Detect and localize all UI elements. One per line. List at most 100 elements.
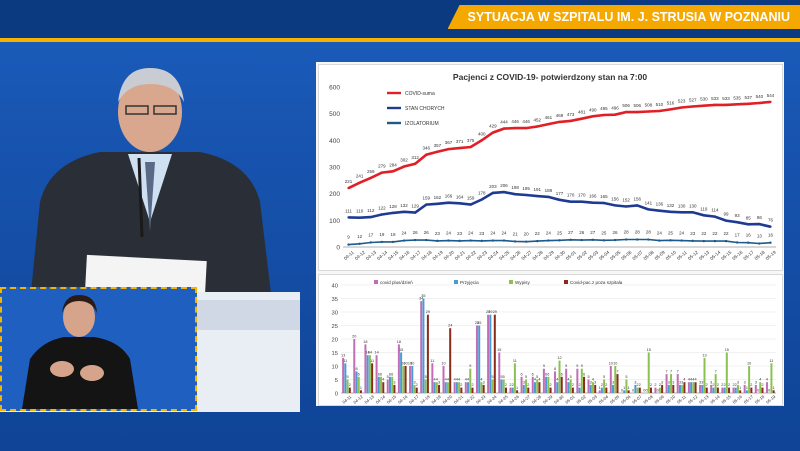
data-label: 3 xyxy=(679,380,681,384)
x-tick-label: 04-21 xyxy=(453,394,465,405)
x-tick-label: 04-24 xyxy=(487,249,500,261)
data-label: 20 xyxy=(524,232,530,237)
data-label: 129 xyxy=(411,204,419,209)
bar xyxy=(736,384,739,393)
data-label: 7 xyxy=(715,370,717,374)
bar xyxy=(500,379,503,393)
data-label: 4 xyxy=(692,378,694,382)
data-label: 11 xyxy=(370,359,374,363)
bar xyxy=(565,368,568,393)
bar xyxy=(464,382,467,393)
data-label: 429 xyxy=(489,124,497,129)
data-label: 26 xyxy=(613,230,619,235)
data-label: 9 xyxy=(565,364,567,368)
data-point xyxy=(724,239,728,243)
x-tick-label: 05-12 xyxy=(687,249,700,261)
bar xyxy=(761,387,764,393)
data-label: 141 xyxy=(645,200,653,205)
x-tick-label: 05-10 xyxy=(665,249,678,261)
data-label: 490 xyxy=(589,107,597,112)
data-label: 7 xyxy=(666,370,668,374)
bar xyxy=(391,376,394,393)
data-label: 516 xyxy=(667,100,675,105)
data-point xyxy=(491,131,495,134)
legend-swatch xyxy=(374,280,378,284)
data-label: 4 xyxy=(434,378,436,382)
data-label: 24 xyxy=(679,231,685,236)
data-label: 535 xyxy=(733,95,741,100)
bar xyxy=(359,390,362,393)
x-tick-label: 05-08 xyxy=(642,394,654,405)
data-point xyxy=(369,176,372,180)
bar xyxy=(638,387,641,393)
data-label: 18 xyxy=(397,340,401,344)
data-label: 2 xyxy=(724,383,726,387)
data-label: 25 xyxy=(601,230,607,235)
y-tick-label: 200 xyxy=(329,191,340,198)
data-label: 469 xyxy=(556,113,564,118)
data-point xyxy=(624,238,628,241)
data-point xyxy=(713,239,717,243)
data-point xyxy=(658,239,661,242)
x-tick-label: 04-22 xyxy=(464,394,476,405)
bar xyxy=(348,387,351,393)
data-label: 221 xyxy=(345,179,353,184)
y-tick-label: 500 xyxy=(329,111,340,118)
data-label: 152 xyxy=(622,197,630,202)
data-label: 1 xyxy=(516,386,518,390)
data-point xyxy=(480,139,483,142)
data-label: 5 xyxy=(500,375,502,379)
data-label: 3 xyxy=(737,380,739,384)
data-point xyxy=(713,215,717,218)
bar xyxy=(460,387,463,393)
data-label: 22 xyxy=(701,231,707,236)
x-tick-label: 05-08 xyxy=(643,249,656,261)
bar xyxy=(558,360,561,393)
bar xyxy=(467,382,470,393)
data-label: 5 xyxy=(570,375,572,379)
data-label: 4 xyxy=(592,378,594,382)
x-tick-label: 04-15 xyxy=(387,249,400,261)
data-point xyxy=(702,239,706,243)
data-label: 26 xyxy=(579,230,585,235)
data-label: 132 xyxy=(667,203,675,208)
data-label: 159 xyxy=(423,196,431,201)
x-tick-label: 05-13 xyxy=(698,249,711,261)
data-label: 1 xyxy=(360,386,362,390)
bar xyxy=(772,390,775,393)
data-label: 2 xyxy=(721,383,723,387)
x-tick-label: 05-02 xyxy=(575,394,587,405)
data-label: 2 xyxy=(579,383,581,387)
data-label: 2 xyxy=(505,383,507,387)
page-title: SYTUACJA W SZPITALU IM. J. STRUSIA W POZ… xyxy=(447,5,800,29)
data-point xyxy=(735,241,739,244)
data-label: 0 xyxy=(643,389,645,393)
bar xyxy=(489,314,492,393)
data-label: 23 xyxy=(435,231,441,236)
data-label: 24 xyxy=(402,231,408,236)
data-label: 10 xyxy=(613,362,617,366)
data-label: 191 xyxy=(534,187,542,192)
bar xyxy=(449,328,452,393)
bar xyxy=(739,390,742,393)
data-label: 119 xyxy=(700,206,708,211)
x-tick-label: 04-18 xyxy=(419,394,431,405)
data-label: 3 xyxy=(523,380,525,384)
data-point xyxy=(447,239,450,242)
data-label: 4 xyxy=(382,378,384,382)
podium-panel xyxy=(195,300,300,330)
bar xyxy=(433,382,436,393)
data-label: 2 xyxy=(650,383,652,387)
bar xyxy=(413,384,416,393)
data-label: 4 xyxy=(683,378,685,382)
bar xyxy=(382,382,385,393)
data-label: 188 xyxy=(545,188,553,193)
data-label: 9 xyxy=(581,364,583,368)
data-label: 114 xyxy=(711,208,719,213)
data-label: 400 xyxy=(478,131,486,136)
data-label: 530 xyxy=(700,97,708,102)
data-label: 533 xyxy=(722,96,730,101)
data-label: 527 xyxy=(689,97,697,102)
data-label: 16 xyxy=(768,233,774,238)
data-label: 14 xyxy=(374,351,378,355)
